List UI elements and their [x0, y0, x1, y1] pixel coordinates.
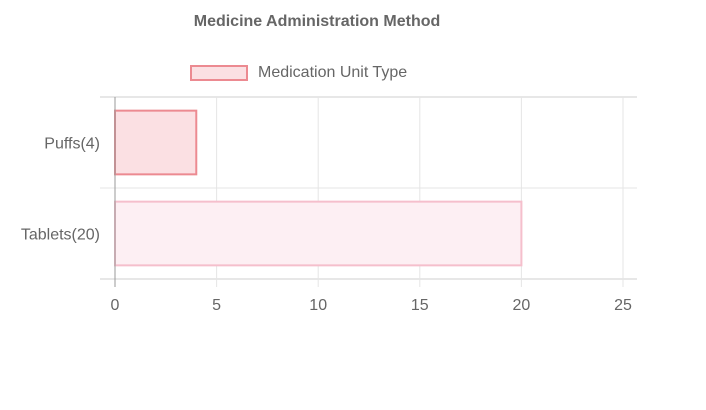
tick-labels: 0 5 10 15 20 25 Puffs(4) Tablets(20): [21, 136, 632, 315]
x-tick-label: 0: [111, 297, 120, 314]
legend-label: Medication Unit Type: [258, 64, 408, 81]
bar-puffs-4: [114, 109, 198, 176]
x-tick-label: 5: [212, 297, 221, 314]
y-tick-label: Tablets(20): [21, 227, 100, 244]
x-tick-label: 25: [614, 297, 632, 314]
chart-title: Medicine Administration Method: [193, 13, 441, 30]
x-tick-label: 15: [411, 297, 429, 314]
legend[interactable]: Medication Unit Type: [190, 63, 407, 83]
y-tick-label: Puffs(4): [44, 136, 100, 153]
x-tick-label: 10: [309, 297, 327, 314]
bar-tablets-20: [114, 200, 523, 267]
legend-swatch: [190, 65, 248, 81]
x-tick-label: 20: [513, 297, 531, 314]
